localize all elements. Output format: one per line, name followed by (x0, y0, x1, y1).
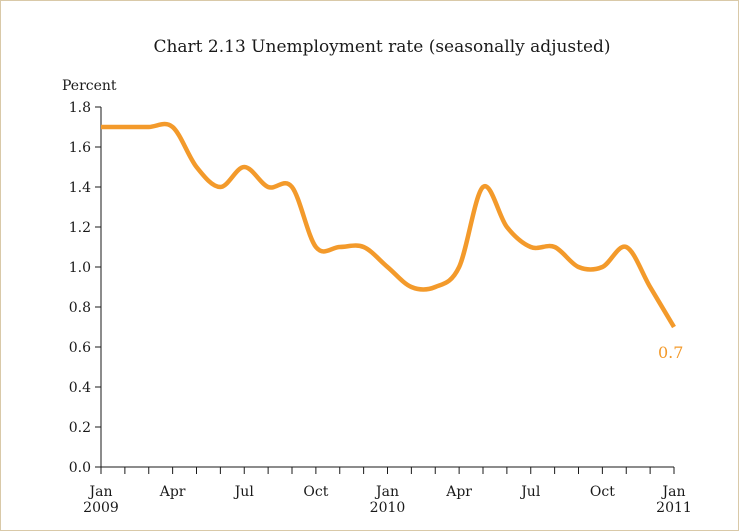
y-tick-label: 1.6 (69, 140, 91, 156)
x-tick-label: Jul (233, 484, 255, 500)
x-tick-label: Oct (590, 484, 615, 500)
y-tick-label: 0.2 (69, 420, 91, 436)
x-tick-label: Jan (88, 484, 113, 500)
chart-title: Chart 2.13 Unemployment rate (seasonally… (153, 37, 610, 57)
x-tick-year-label: 2011 (656, 500, 692, 516)
y-tick-label: 0.4 (69, 380, 91, 396)
x-tick-label: Jan (374, 484, 399, 500)
y-unit-label: Percent (62, 78, 117, 94)
series-line-unemployment (101, 121, 676, 329)
series-group: 0.7 (101, 121, 683, 362)
x-tick-label: Apr (159, 484, 186, 500)
y-tick-label: 0.8 (69, 300, 91, 316)
y-tick-label: 1.0 (69, 260, 91, 276)
axes: 0.00.20.40.60.81.01.21.41.61.8Jan2009Apr… (69, 100, 692, 516)
y-tick-label: 1.8 (69, 100, 91, 116)
x-tick-year-label: 2009 (83, 500, 119, 516)
end-value-label: 0.7 (658, 343, 683, 362)
x-tick-year-label: 2010 (370, 500, 406, 516)
x-tick-label: Apr (445, 484, 472, 500)
y-tick-label: 1.4 (69, 180, 91, 196)
x-tick-label: Jul (519, 484, 541, 500)
y-tick-label: 0.0 (69, 460, 91, 476)
x-tick-label: Jan (661, 484, 686, 500)
y-tick-label: 1.2 (69, 220, 91, 236)
x-tick-label: Oct (303, 484, 328, 500)
y-tick-label: 0.6 (69, 340, 91, 356)
